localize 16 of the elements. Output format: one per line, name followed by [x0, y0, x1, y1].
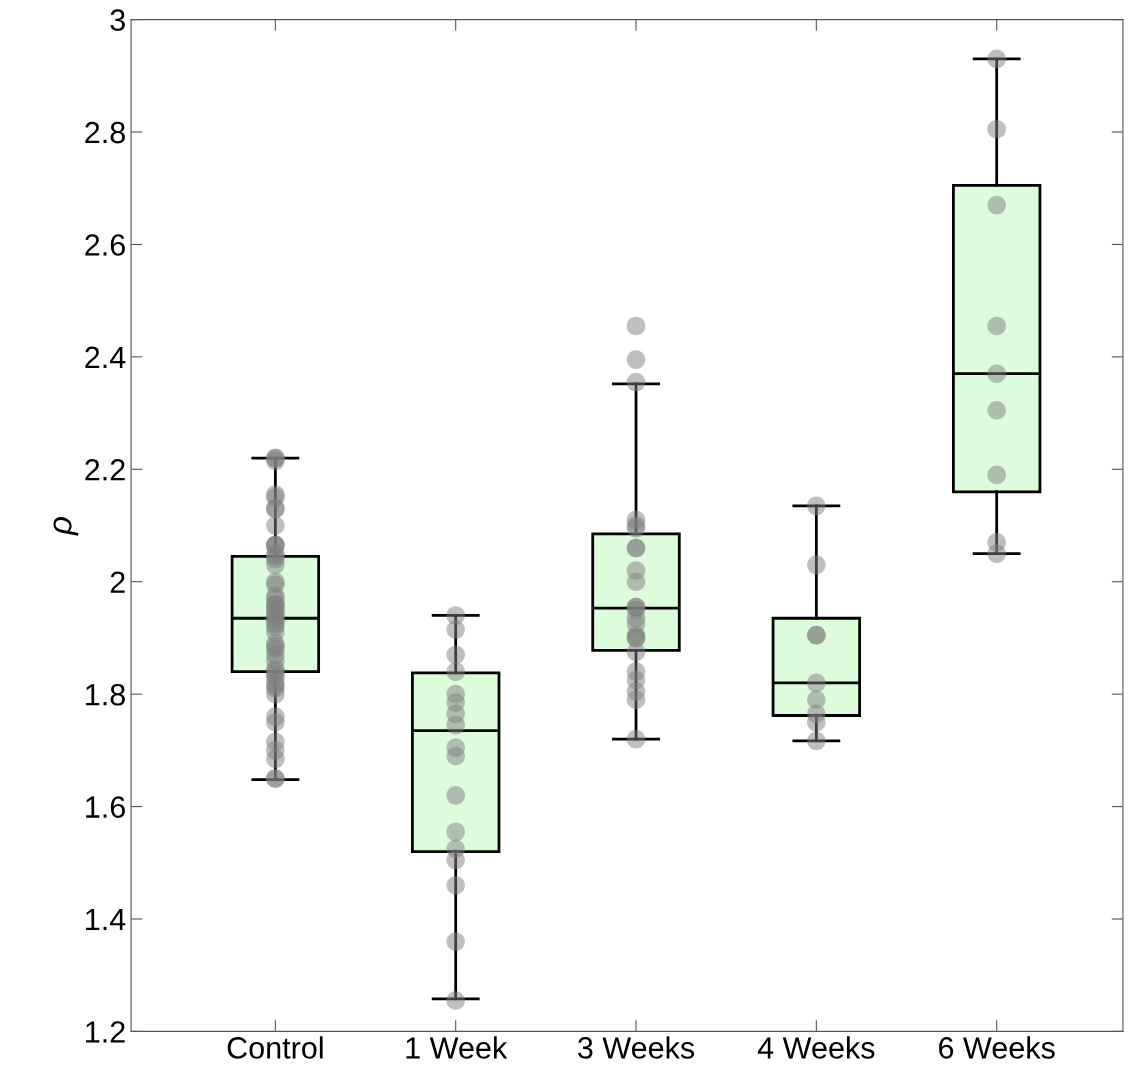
- y-tick-label: 2.2: [85, 459, 125, 481]
- y-tick-label: 1.6: [86, 796, 125, 818]
- x-tick-label: Control: [227, 1036, 323, 1059]
- x-tick-label: 6 Weeks: [939, 1036, 1055, 1059]
- y-tick-label: 2.8: [85, 121, 125, 144]
- y-axis-title: ρ: [53, 516, 79, 536]
- y-tick-label: 2.6: [85, 234, 125, 256]
- x-tick-label: 4 Weeks: [757, 1036, 875, 1059]
- x-tick-label: 1 Week: [406, 1036, 508, 1059]
- y-tick-label: 2: [110, 571, 125, 593]
- y-tick-label: 1.2: [86, 1021, 125, 1043]
- y-tick-label: 2.4: [85, 346, 126, 368]
- y-tick-label: 1.4: [86, 909, 126, 931]
- x-tick-label: 3 Weeks: [578, 1036, 695, 1059]
- y-tick-label: 3: [110, 9, 125, 31]
- y-tick-label: 1.8: [86, 683, 125, 706]
